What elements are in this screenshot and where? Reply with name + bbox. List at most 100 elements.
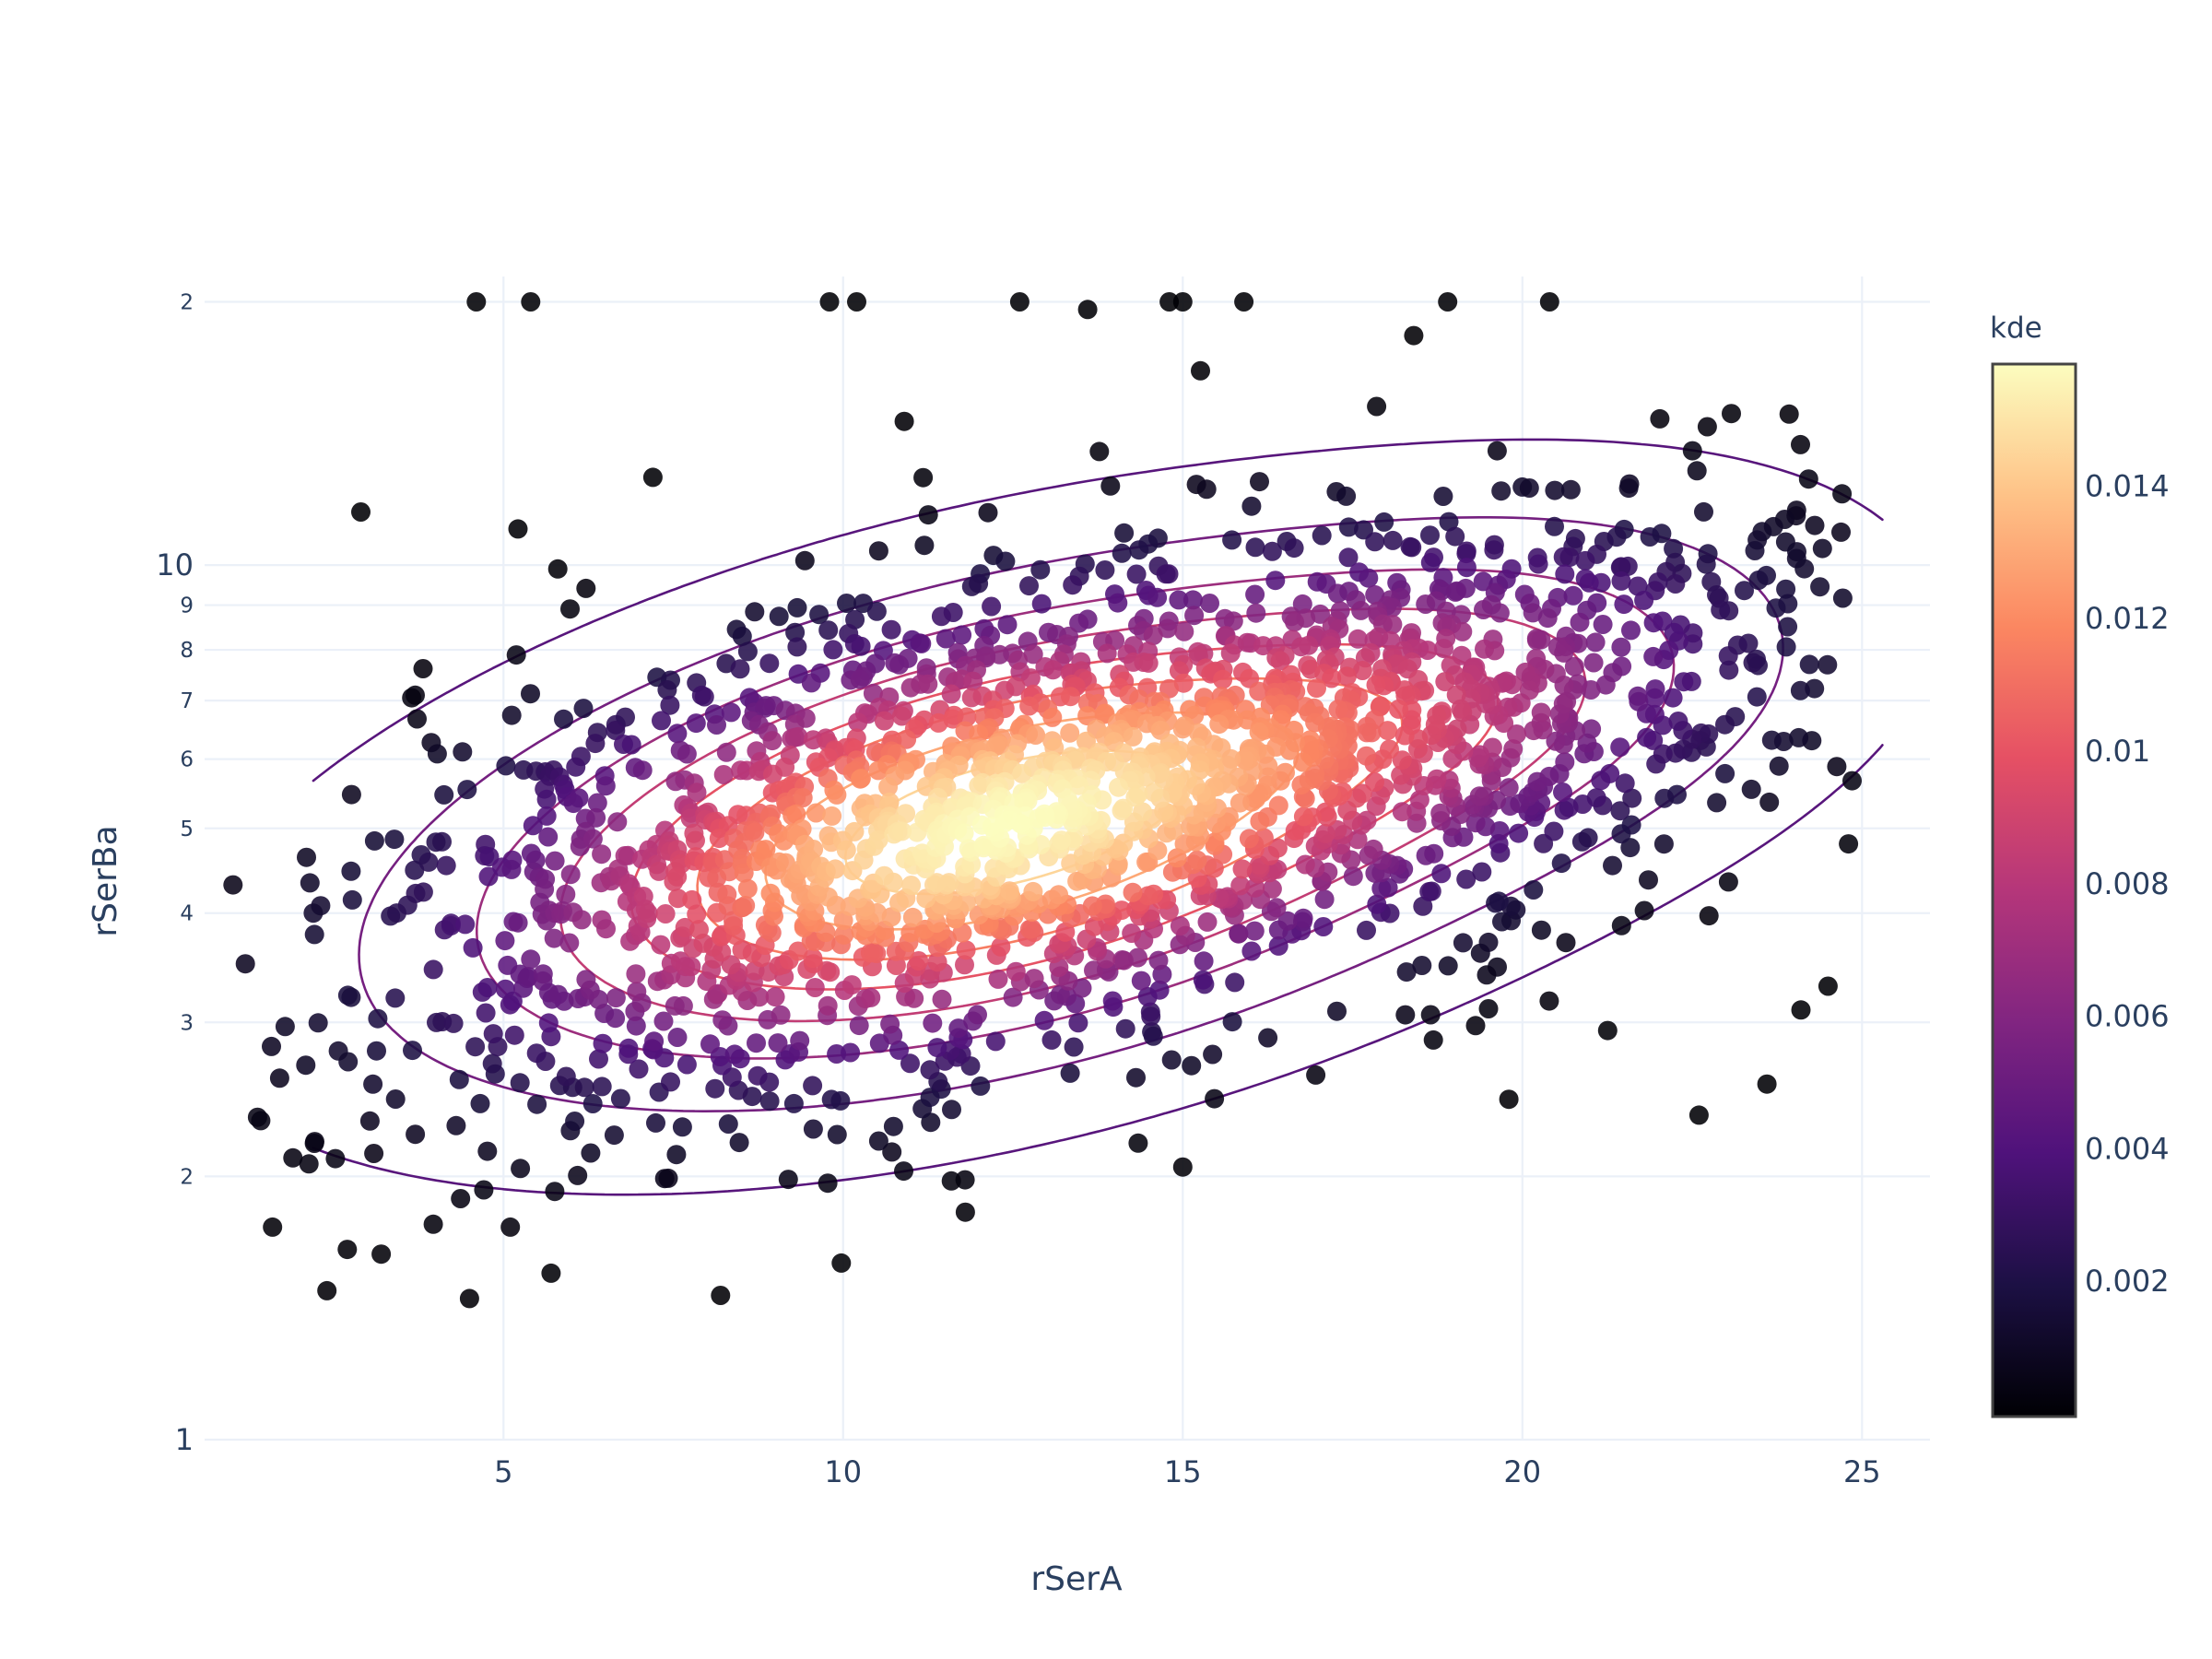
scatter-point xyxy=(868,760,888,781)
scatter-point xyxy=(1142,1022,1162,1042)
scatter-point xyxy=(1222,1012,1242,1032)
scatter-point xyxy=(1643,613,1664,633)
scatter-point xyxy=(1172,719,1193,739)
scatter-point xyxy=(686,830,705,851)
scatter-point xyxy=(709,829,729,849)
scatter-point xyxy=(1663,688,1683,708)
scatter-point xyxy=(1042,707,1063,727)
scatter-point xyxy=(771,1005,791,1025)
scatter-point xyxy=(1747,687,1767,707)
scatter-point xyxy=(1791,434,1810,454)
scatter-point xyxy=(918,674,938,694)
scatter-point xyxy=(868,830,888,850)
scatter-point xyxy=(730,659,750,679)
scatter-point xyxy=(1311,604,1330,624)
colorbar-tick-label: 0.004 xyxy=(2085,1131,2170,1166)
scatter-point xyxy=(1030,559,1051,580)
scatter-points xyxy=(223,292,1862,1309)
scatter-point xyxy=(592,844,612,865)
scatter-point xyxy=(538,1013,559,1033)
scatter-point xyxy=(1338,517,1359,537)
scatter-point xyxy=(897,729,917,749)
scatter-point xyxy=(1270,651,1290,671)
scatter-point xyxy=(991,936,1011,957)
scatter-point xyxy=(1084,960,1103,981)
scatter-point xyxy=(1515,662,1535,682)
scatter-point xyxy=(717,884,737,904)
scatter-point xyxy=(1842,771,1862,791)
scatter-point xyxy=(985,1031,1006,1052)
scatter-point xyxy=(705,1078,725,1099)
scatter-point xyxy=(582,829,603,849)
scatter-point xyxy=(1148,950,1169,971)
scatter-point xyxy=(1614,594,1634,615)
scatter-point xyxy=(1539,292,1559,312)
scatter-point xyxy=(1170,916,1190,936)
scatter-point xyxy=(1524,880,1544,900)
scatter-point xyxy=(1258,1028,1278,1048)
scatter-point xyxy=(269,1068,289,1088)
scatter-point xyxy=(1182,1055,1202,1076)
scatter-point xyxy=(1233,890,1253,911)
scatter-point xyxy=(560,599,580,619)
scatter-point xyxy=(1465,813,1486,833)
scatter-point xyxy=(759,653,780,674)
scatter-point xyxy=(1067,871,1088,891)
scatter-point xyxy=(747,1065,768,1086)
scatter-point xyxy=(892,821,912,841)
scatter-point xyxy=(1722,404,1741,424)
scatter-point xyxy=(317,1280,337,1300)
scatter-point xyxy=(747,1033,766,1053)
scatter-point xyxy=(526,1043,547,1064)
scatter-point xyxy=(1109,777,1128,797)
scatter-point xyxy=(544,928,564,948)
scatter-point xyxy=(1434,639,1453,659)
scatter-point xyxy=(592,1077,612,1097)
scatter-point xyxy=(1284,538,1304,559)
scatter-point xyxy=(1554,800,1574,820)
scatter-point xyxy=(496,756,516,776)
scatter-point xyxy=(1509,823,1529,843)
scatter-point xyxy=(1347,629,1368,649)
scatter-point xyxy=(1790,680,1810,700)
scatter-point xyxy=(745,602,765,622)
scatter-point xyxy=(1378,721,1398,741)
scatter-point xyxy=(1365,772,1384,792)
scatter-point xyxy=(1137,886,1158,906)
scatter-point xyxy=(994,813,1015,833)
scatter-point xyxy=(1645,679,1665,700)
scatter-point xyxy=(1060,723,1080,743)
scatter-point xyxy=(1295,854,1315,875)
scatter-point xyxy=(571,910,592,930)
scatter-point xyxy=(668,888,688,909)
scatter-point xyxy=(1779,404,1799,424)
scatter-point xyxy=(912,633,932,653)
scatter-point xyxy=(585,734,606,754)
scatter-point xyxy=(495,979,515,999)
scatter-point xyxy=(504,1025,524,1045)
scatter-point xyxy=(716,742,736,762)
scatter-point xyxy=(1182,590,1203,610)
scatter-point xyxy=(1527,630,1547,651)
scatter-point xyxy=(1488,957,1507,977)
scatter-point xyxy=(642,467,663,488)
scatter-point xyxy=(1719,660,1739,680)
y-minor-tick-label: 2 xyxy=(180,1165,194,1189)
scatter-point xyxy=(1225,972,1245,993)
scatter-point xyxy=(385,1089,406,1109)
scatter-point xyxy=(1126,1067,1146,1088)
scatter-point xyxy=(931,606,951,627)
scatter-point xyxy=(1306,1065,1326,1085)
scatter-point xyxy=(1769,756,1789,776)
scatter-point xyxy=(1537,608,1558,629)
scatter-point xyxy=(900,923,921,943)
scatter-point xyxy=(1222,530,1242,550)
scatter-point xyxy=(1363,839,1383,859)
scatter-point xyxy=(359,1111,380,1131)
scatter-point xyxy=(918,505,938,525)
scatter-point xyxy=(1077,731,1096,751)
scatter-point xyxy=(682,889,702,910)
scatter-point xyxy=(1445,582,1465,602)
scatter-point xyxy=(1430,803,1451,823)
scatter-point xyxy=(948,1018,969,1039)
